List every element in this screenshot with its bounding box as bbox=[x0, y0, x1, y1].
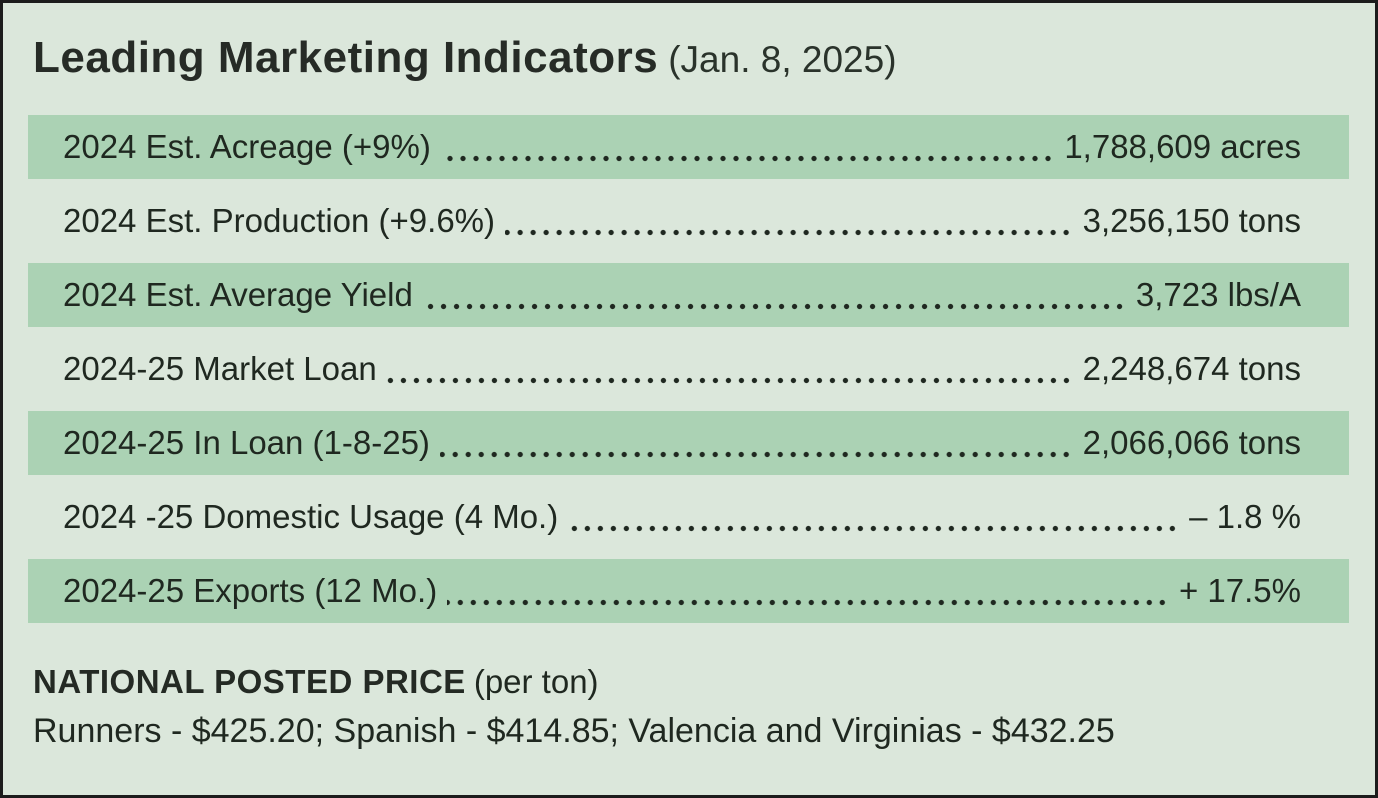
indicator-row: 2024 Est. Acreage (+9%) 1,788,609 acres bbox=[28, 115, 1349, 179]
indicator-row: 2024-25 Exports (12 Mo.) + 17.5% bbox=[28, 559, 1349, 623]
indicator-label: 2024 Est. Average Yield bbox=[63, 276, 413, 313]
indicator-value: 2,066,066 tons bbox=[1082, 424, 1301, 461]
prices-line: Runners - $425.20; Spanish - $414.85; Va… bbox=[33, 712, 1115, 751]
indicator-row: 2024 Est. Average Yield 3,723 lbs/A bbox=[28, 263, 1349, 327]
per-ton-suffix: (per ton) bbox=[473, 663, 599, 700]
footer: NATIONAL POSTED PRICE (per ton) Runners -… bbox=[33, 661, 1345, 751]
national-posted-price-line: NATIONAL POSTED PRICE (per ton) bbox=[33, 661, 1345, 702]
indicator-label: 2024-25 In Loan (1-8-25) bbox=[63, 424, 430, 461]
indicator-row: 2024-25 Market Loan 2,248,674 tons bbox=[28, 337, 1349, 401]
indicator-value: + 17.5% bbox=[1178, 572, 1301, 609]
indicator-value: – 1.8 % bbox=[1189, 498, 1301, 535]
indicator-label: 2024-25 Exports (12 Mo.) bbox=[63, 572, 438, 609]
dot-leader bbox=[568, 524, 1180, 532]
indicator-rows: 2024 Est. Acreage (+9%) 1,788,609 acres … bbox=[28, 115, 1349, 623]
title-text: Leading Marketing Indicators bbox=[33, 33, 659, 82]
dot-leader bbox=[439, 450, 1073, 458]
dot-leader bbox=[505, 228, 1073, 236]
dot-leader bbox=[440, 154, 1055, 162]
indicator-value: 2,248,674 tons bbox=[1082, 350, 1301, 387]
indicator-value: 3,256,150 tons bbox=[1082, 202, 1301, 239]
indicator-row: 2024 Est. Production (+9.6%) 3,256,150 t… bbox=[28, 189, 1349, 253]
indicator-row: 2024-25 In Loan (1-8-25) 2,066,066 tons bbox=[28, 411, 1349, 475]
indicator-label: 2024 -25 Domestic Usage (4 Mo.) bbox=[63, 498, 559, 535]
indicator-value: 1,788,609 acres bbox=[1064, 128, 1301, 165]
indicator-label: 2024 Est. Production (+9.6%) bbox=[63, 202, 495, 239]
dot-leader bbox=[386, 376, 1073, 384]
dot-leader bbox=[422, 302, 1126, 310]
indicator-label: 2024-25 Market Loan bbox=[63, 350, 377, 387]
dot-leader bbox=[447, 598, 1169, 606]
title-date: (Jan. 8, 2025) bbox=[668, 39, 897, 80]
indicator-label: 2024 Est. Acreage (+9%) bbox=[63, 128, 431, 165]
page-title: Leading Marketing Indicators (Jan. 8, 202… bbox=[33, 33, 1345, 115]
indicator-value: 3,723 lbs/A bbox=[1135, 276, 1301, 313]
national-posted-price-heading: NATIONAL POSTED PRICE bbox=[33, 663, 466, 700]
indicator-row: 2024 -25 Domestic Usage (4 Mo.) – 1.8 % bbox=[28, 485, 1349, 549]
